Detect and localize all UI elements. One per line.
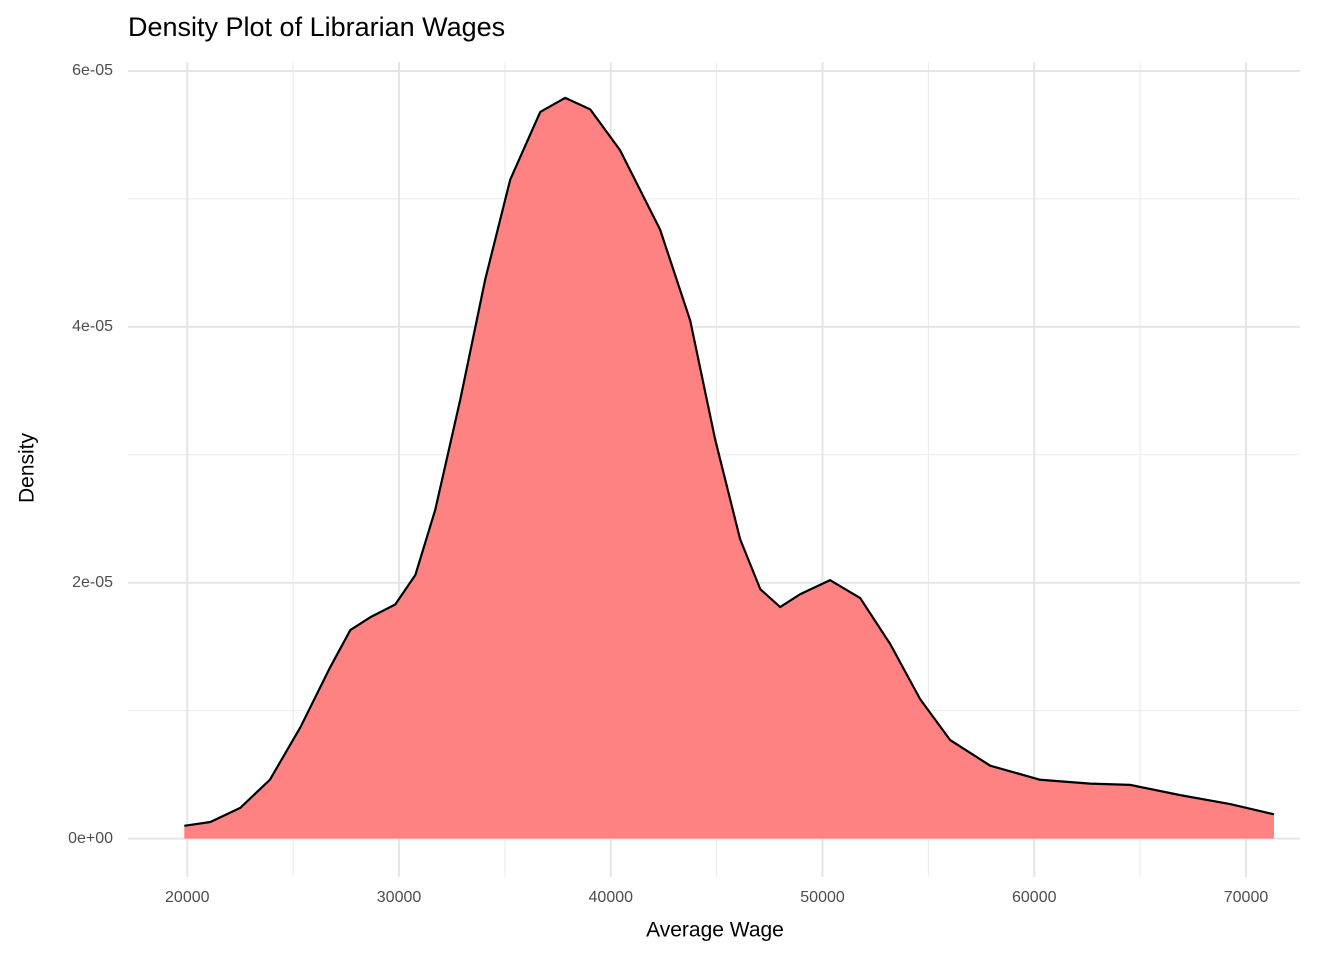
- x-tick-label: 40000: [589, 889, 634, 906]
- density-area: [184, 97, 1274, 839]
- x-tick-label: 50000: [800, 889, 845, 906]
- y-axis-title: Density: [16, 432, 39, 503]
- y-tick-label: 2e-05: [72, 574, 113, 591]
- x-axis-title: Average Wage: [646, 919, 784, 942]
- x-tick-label: 70000: [1224, 889, 1269, 906]
- x-tick-label: 30000: [377, 889, 422, 906]
- y-tick-label: 0e+00: [68, 830, 113, 847]
- y-tick-label: 6e-05: [72, 62, 113, 79]
- x-tick-label: 60000: [1012, 889, 1057, 906]
- density-line: [184, 96, 1275, 827]
- x-tick-label: 20000: [165, 889, 210, 906]
- chart-title: Density Plot of Librarian Wages: [128, 12, 505, 42]
- y-tick-label: 4e-05: [72, 318, 113, 335]
